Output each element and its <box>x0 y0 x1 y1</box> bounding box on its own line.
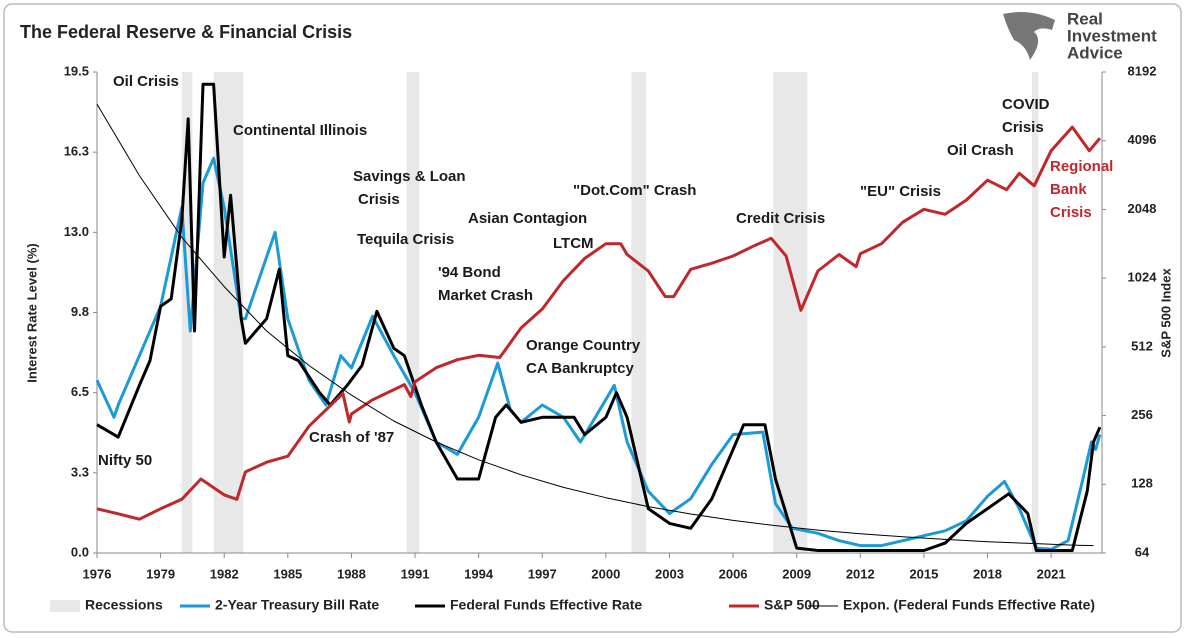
x-tick-label: 2006 <box>719 566 748 581</box>
x-tick-label: 1994 <box>464 566 494 581</box>
legend-label: 2-Year Treasury Bill Rate <box>215 597 379 613</box>
annotation: Market Crash <box>438 287 533 304</box>
recession-band <box>406 72 420 553</box>
annotation: Regional <box>1050 158 1113 175</box>
recession-band <box>773 72 808 553</box>
y2-tick-label: 1024 <box>1128 270 1158 285</box>
series-line <box>95 156 1102 551</box>
chart-title: The Federal Reserve & Financial Crisis <box>20 22 352 42</box>
recession-band <box>631 72 647 553</box>
annotation: Oil Crash <box>947 142 1014 159</box>
x-tick-label: 2018 <box>973 566 1002 581</box>
annotation: Orange Country <box>526 337 641 354</box>
y-tick-label: 13.0 <box>64 224 89 239</box>
legend-label: S&P 500 <box>764 597 820 613</box>
x-tick-label: 1976 <box>83 566 112 581</box>
annotation: Tequila Crisis <box>357 231 454 248</box>
annotation: Bank <box>1050 181 1087 198</box>
x-tick-label: 2021 <box>1037 566 1066 581</box>
x-tick-label: 1988 <box>337 566 366 581</box>
legend-swatch <box>50 600 80 612</box>
annotation: COVID <box>1002 96 1050 113</box>
series-line <box>96 82 1102 552</box>
annotation: LTCM <box>553 235 594 252</box>
series-line <box>96 103 1094 547</box>
x-tick-label: 1997 <box>528 566 557 581</box>
y-tick-label: 19.5 <box>64 63 89 78</box>
annotation: CA Bankruptcy <box>526 360 634 377</box>
y-tick-label: 16.3 <box>64 144 89 159</box>
x-tick-label: 2003 <box>655 566 684 581</box>
legend-label: Expon. (Federal Funds Effective Rate) <box>843 597 1095 613</box>
annotation: Oil Crisis <box>113 73 179 90</box>
logo: Real Investment Advice <box>1003 9 1157 62</box>
logo-text: Real <box>1067 9 1103 28</box>
x-tick-label: 1991 <box>401 566 430 581</box>
legend-label: Federal Funds Effective Rate <box>450 597 642 613</box>
annotation: Savings & Loan <box>353 168 466 185</box>
y-tick-label: 0.0 <box>71 544 89 559</box>
x-tick-label: 2012 <box>846 566 875 581</box>
annotation: Continental Illinois <box>233 122 367 139</box>
recession-band <box>181 72 193 553</box>
annotation: "Dot.Com" Crash <box>573 182 696 199</box>
annotation: Nifty 50 <box>98 452 152 469</box>
y2-tick-label: 4096 <box>1128 132 1157 147</box>
annotation: "EU" Crisis <box>860 183 941 200</box>
recession-band <box>1032 72 1039 553</box>
y2-tick-label: 128 <box>1131 476 1153 491</box>
y2-tick-label: 512 <box>1131 338 1153 353</box>
y2-axis-label: S&P 500 Index <box>1158 268 1173 358</box>
series-line <box>96 125 1102 521</box>
legend-label: Recessions <box>85 597 163 613</box>
annotation: Crash of '87 <box>309 429 394 446</box>
y2-tick-label: 8192 <box>1128 63 1157 78</box>
annotation: Credit Crisis <box>736 210 825 227</box>
x-tick-label: 2015 <box>909 566 938 581</box>
logo-text: Investment <box>1067 26 1157 45</box>
annotation: Crisis <box>1002 119 1044 136</box>
annotation: Asian Contagion <box>468 210 587 227</box>
frame <box>3 3 1182 633</box>
y2-tick-label: 2048 <box>1128 201 1157 216</box>
logo-icon <box>1003 12 1055 60</box>
x-tick-label: 1982 <box>210 566 239 581</box>
x-tick-label: 1979 <box>146 566 175 581</box>
annotation: Crisis <box>1050 204 1092 221</box>
y2-tick-label: 256 <box>1131 407 1153 422</box>
annotation: '94 Bond <box>438 264 501 281</box>
y-tick-label: 6.5 <box>71 384 89 399</box>
x-tick-label: 2009 <box>782 566 811 581</box>
x-tick-label: 1985 <box>273 566 302 581</box>
y-tick-label: 3.3 <box>71 464 89 479</box>
y-axis-label: Interest Rate Level (%) <box>24 243 39 382</box>
logo-text: Advice <box>1067 43 1123 62</box>
x-tick-label: 2000 <box>591 566 620 581</box>
y-tick-label: 9.8 <box>71 304 89 319</box>
annotation: Crisis <box>358 191 400 208</box>
y2-tick-label: 64 <box>1135 544 1150 559</box>
